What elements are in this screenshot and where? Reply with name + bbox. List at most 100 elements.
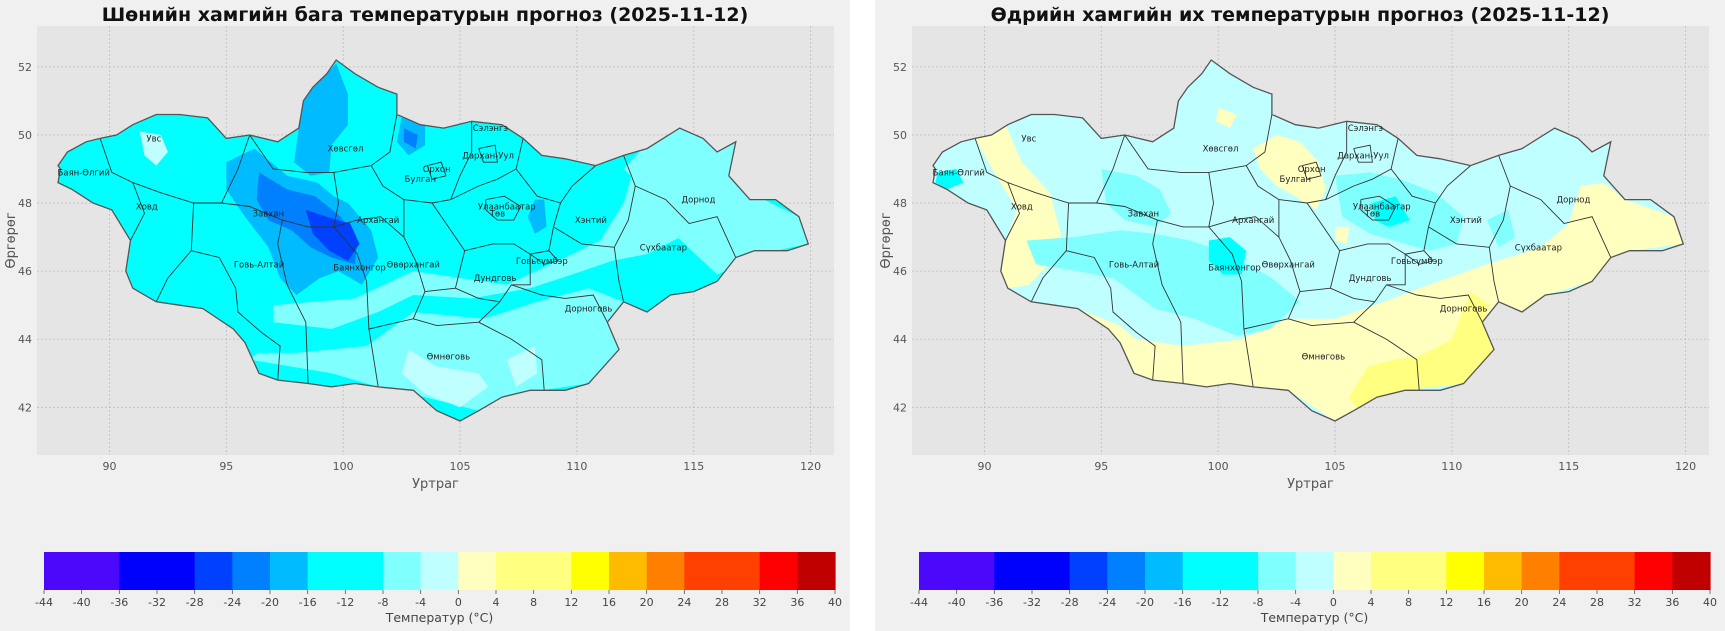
country-border xyxy=(932,59,1685,422)
province-boundary xyxy=(1510,185,1612,258)
temperature-contour xyxy=(249,288,624,411)
x-tick-label: 100 xyxy=(333,460,354,473)
colorbar-tick-label: 24 xyxy=(677,596,691,609)
colorbar-segment xyxy=(81,552,120,590)
province-boundary xyxy=(1278,121,1348,204)
colorbar-segment xyxy=(1107,552,1146,590)
province-boundary xyxy=(426,161,447,180)
province-boundary xyxy=(560,165,596,204)
y-tick-label: 42 xyxy=(893,401,907,414)
colorbar-segment xyxy=(759,552,798,590)
colorbar-tick-label: -16 xyxy=(299,596,317,609)
temperature-contour xyxy=(403,128,418,149)
x-axis-label: Уртраг xyxy=(1287,477,1334,492)
province-label: Баянхонгор xyxy=(333,264,386,274)
y-tick-label: 52 xyxy=(18,61,32,74)
colorbar-segment xyxy=(919,552,958,590)
province-label: Төв xyxy=(1364,209,1380,219)
x-tick-label: 105 xyxy=(450,460,471,473)
temperature-contour xyxy=(1077,182,1684,421)
max-temp-panel: Өдрийн хамгийн их температурын прогноз (… xyxy=(875,0,1725,631)
province-label: Баян-Өлгий xyxy=(933,168,985,178)
province-label: Улаанбаатар xyxy=(1353,202,1411,212)
province-label: Өмнөговь xyxy=(427,352,471,362)
country-border xyxy=(57,59,810,422)
colorbar-tick-label: -36 xyxy=(985,596,1003,609)
field-base xyxy=(58,60,809,421)
province-boundary xyxy=(1488,247,1500,302)
colorbar-segment xyxy=(1032,552,1071,590)
temperature-contour xyxy=(506,346,538,387)
colorbar-segment xyxy=(722,552,761,590)
colorbar-segment xyxy=(1672,552,1711,590)
temperature-contour xyxy=(1349,291,1494,411)
province-label: Дорнод xyxy=(1557,196,1591,206)
colorbar-segment xyxy=(270,552,309,590)
y-tick-label: 52 xyxy=(893,61,907,74)
x-tick-label: 110 xyxy=(566,460,587,473)
colorbar-tick-label: 16 xyxy=(602,596,616,609)
colorbar-tick-label: 0 xyxy=(455,596,462,609)
colorbar-tick-label: 32 xyxy=(1628,596,1642,609)
max-temp-map: 90 95 100 105 110 115 120525048464442УртрагӨрг… xyxy=(879,26,1717,625)
province-boundary xyxy=(450,138,524,201)
colorbar-tick-label: 8 xyxy=(1405,596,1412,609)
province-label: Ховд xyxy=(1011,202,1033,212)
colorbar-segment xyxy=(157,552,196,590)
province-boundary xyxy=(403,121,473,204)
colorbar-segment xyxy=(420,552,459,590)
province-label: Говьсүмбэр xyxy=(516,257,568,267)
colorbar-segment xyxy=(44,552,83,590)
x-tick-label: 95 xyxy=(219,460,233,473)
colorbar-tick-label: -8 xyxy=(1253,596,1264,609)
province-boundary xyxy=(613,247,625,302)
province-label: Өмнөговь xyxy=(1302,352,1346,362)
province-boundary xyxy=(1435,165,1471,204)
province-boundary xyxy=(511,284,608,323)
x-tick-label: 105 xyxy=(1325,460,1346,473)
province-label: Хэнтий xyxy=(1450,216,1482,226)
temperature-contour xyxy=(305,209,360,261)
colorbar-tick-label: 28 xyxy=(715,596,729,609)
province-label: Завхан xyxy=(253,209,284,219)
province-boundary xyxy=(1353,144,1373,163)
x-tick-label: 120 xyxy=(800,460,821,473)
province-label: Өвөрхангай xyxy=(1262,260,1315,270)
x-axis-label: Уртраг xyxy=(412,477,459,492)
province-label: Дархан-Уул xyxy=(1337,151,1389,161)
colorbar-segment xyxy=(458,552,497,590)
x-tick-label: 90 xyxy=(102,460,116,473)
colorbar-tick-label: 36 xyxy=(1665,596,1679,609)
colorbar-tick-label: -44 xyxy=(910,596,928,609)
colorbar-segment xyxy=(571,552,610,590)
colorbar-segment xyxy=(1484,552,1523,590)
province-boundary xyxy=(1301,161,1322,180)
province-label: Завхан xyxy=(1128,209,1159,219)
province-boundary xyxy=(529,250,560,265)
colorbar-tick-label: -44 xyxy=(35,596,53,609)
colorbar-segment xyxy=(1145,552,1184,590)
province-boundary xyxy=(1208,216,1301,330)
province-boundary xyxy=(1353,321,1420,391)
colorbar-tick-label: -36 xyxy=(110,596,128,609)
y-tick-label: 48 xyxy=(893,197,907,210)
province-label: Дорноговь xyxy=(565,305,613,315)
colorbar-tick-label: 40 xyxy=(1703,596,1717,609)
province-label: Өвөрхангай xyxy=(387,260,440,270)
province-boundary xyxy=(1325,138,1399,201)
province-label: Архангай xyxy=(357,216,399,226)
province-label: Сүхбаатар xyxy=(640,243,687,253)
colorbar-label: Температур (°C) xyxy=(1260,610,1369,625)
x-tick-label: 115 xyxy=(683,460,704,473)
province-label: Увс xyxy=(1021,134,1036,144)
colorbar-segment xyxy=(1408,552,1447,590)
province-boundary xyxy=(455,254,531,303)
min-temp-panel: Шөнийн хамгийн бага температурын прогноз… xyxy=(0,0,850,631)
colorbar-tick-label: 24 xyxy=(1552,596,1566,609)
colorbar-segment xyxy=(1069,552,1108,590)
temperature-field xyxy=(933,60,1684,421)
colorbar-tick-label: -32 xyxy=(1023,596,1041,609)
province-boundary xyxy=(1428,155,1511,248)
temperature-contour xyxy=(139,131,168,166)
colorbar-tick-label: -20 xyxy=(261,596,279,609)
